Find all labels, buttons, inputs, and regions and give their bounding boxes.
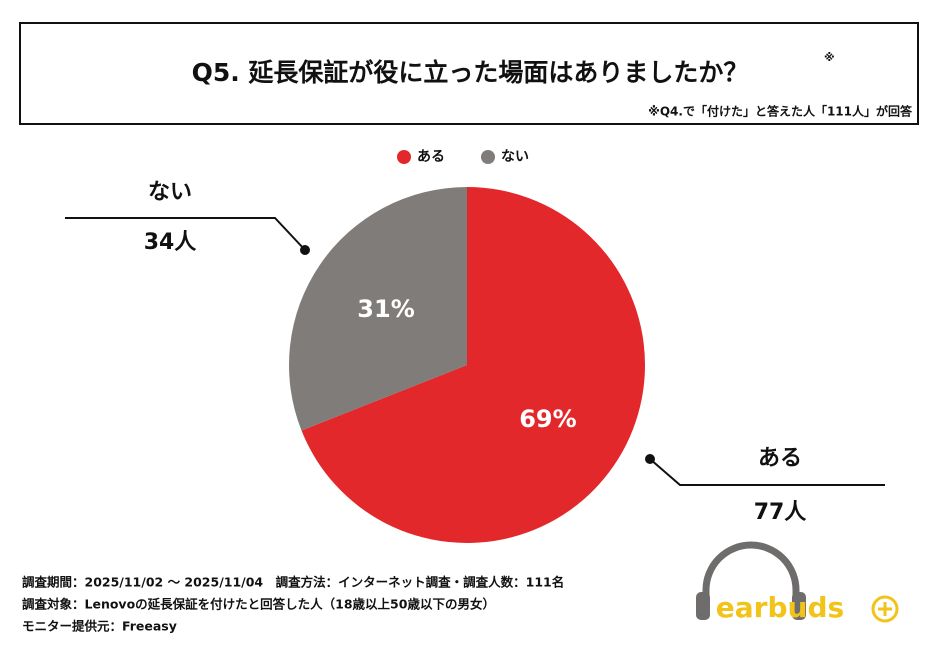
callout-count: 77人	[754, 500, 807, 525]
logo-headphones	[702, 541, 800, 606]
callout-line	[65, 217, 306, 251]
title-mark: ※	[824, 51, 835, 64]
value-label: 69%	[519, 405, 576, 433]
logo-plus-circle	[871, 595, 899, 623]
logo-plus	[878, 602, 892, 616]
legend-swatch	[481, 150, 495, 164]
pie-slice	[289, 187, 467, 431]
logo-earcup	[696, 592, 710, 620]
callout-dot	[645, 454, 655, 464]
callout-count: 34人	[144, 230, 197, 255]
title-box	[19, 22, 919, 125]
legend-label: ない	[501, 149, 529, 165]
footer-line: モニター提供元：Freeasy	[22, 619, 177, 634]
logo-text: earbuds	[716, 591, 844, 624]
chart-title: Q5. 延長保証が役に立った場面はありましたか？	[192, 58, 749, 87]
value-label: 31%	[357, 295, 414, 323]
callout-line	[649, 458, 885, 486]
footer-line: 調査対象：Lenovoの延長保証を付けたと回答した人（18歳以上50歳以下の男女…	[22, 597, 495, 612]
callout-category: ある	[758, 446, 802, 471]
legend-label: ある	[417, 149, 445, 165]
pie-slice	[301, 187, 646, 544]
callout-category: ない	[148, 180, 192, 205]
callout-dot	[300, 245, 310, 255]
note: ※Q4.で「付けた」と答えた人「111人」が回答	[648, 104, 913, 119]
legend-swatch	[397, 150, 411, 164]
logo-earcup	[792, 592, 806, 620]
footer-line: 調査期間：2025/11/02 〜 2025/11/04 調査方法：インターネッ…	[22, 575, 564, 590]
logo: earbuds	[696, 541, 899, 624]
